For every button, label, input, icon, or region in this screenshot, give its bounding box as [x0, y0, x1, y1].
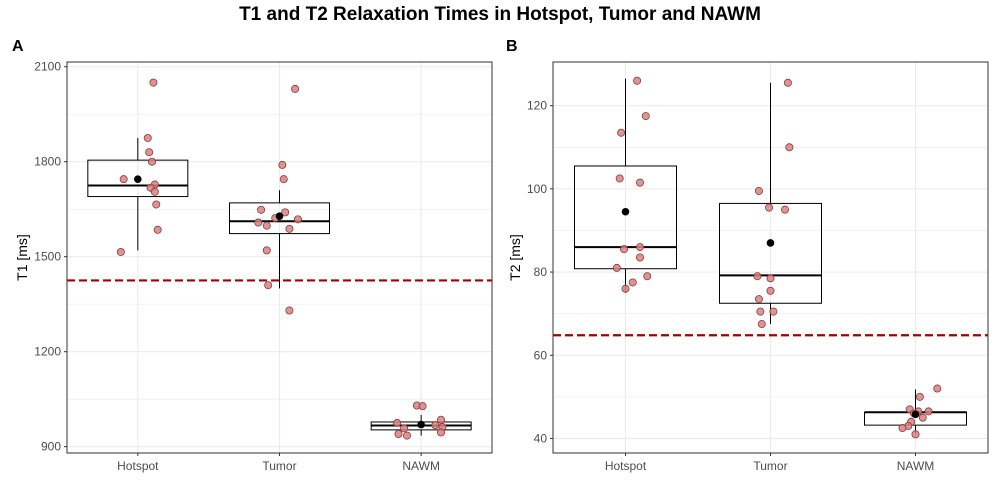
data-point: [147, 157, 156, 166]
data-point: [281, 208, 290, 217]
data-point: [262, 221, 271, 230]
data-point: [153, 225, 162, 234]
data-point: [264, 281, 273, 290]
data-point: [285, 306, 294, 315]
data-point: [911, 430, 920, 439]
data-point: [431, 421, 440, 430]
box-iqr: [229, 202, 330, 235]
data-point: [766, 274, 775, 283]
data-point: [643, 272, 652, 281]
data-point: [145, 148, 154, 157]
data-point: [918, 413, 927, 422]
data-point: [116, 247, 125, 256]
x-tick-label: Hotspot: [117, 459, 159, 473]
mean-marker: [417, 420, 425, 429]
data-point: [285, 224, 294, 233]
panel-label-a: A: [12, 38, 24, 55]
data-point: [293, 215, 302, 224]
x-tick-label: Tumor: [262, 459, 296, 473]
x-tick-label: Tumor: [753, 459, 787, 473]
data-point: [765, 203, 774, 212]
mean-marker: [621, 207, 630, 216]
data-point: [394, 430, 403, 439]
data-point: [636, 253, 645, 262]
data-point: [119, 175, 128, 184]
y-axis-title: T2 [ms]: [507, 234, 523, 281]
data-point: [641, 112, 650, 121]
data-point: [783, 78, 792, 87]
y-axis-title: T1 [ms]: [14, 234, 30, 281]
data-point: [636, 178, 645, 187]
mean-marker: [134, 175, 142, 183]
data-point: [620, 245, 629, 254]
panel-a: 900 1200 1500 1800 2100 Hotspot Tumor NAWM T1 [m…: [14, 60, 493, 473]
x-tick-label: NAWM: [402, 459, 440, 473]
data-point: [757, 320, 766, 329]
y-tick-label: 2100: [34, 60, 61, 74]
x-tick-label: NAWM: [897, 459, 935, 473]
data-point: [149, 78, 158, 87]
y-tick-label: 120: [527, 99, 547, 113]
data-point: [617, 128, 626, 137]
y-tick-label: 100: [527, 182, 547, 196]
y-tick-label: 1800: [34, 155, 61, 169]
chart-title: T1 and T2 Relaxation Times in Hotspot, T…: [239, 4, 761, 25]
data-point: [633, 76, 642, 85]
data-point: [402, 431, 411, 440]
data-point: [291, 84, 300, 93]
data-point: [152, 200, 161, 209]
data-point: [924, 407, 933, 416]
data-point: [933, 384, 942, 393]
data-point: [898, 424, 907, 433]
y-tick-label: 80: [534, 265, 548, 279]
panel-b: 40 60 80 100 120 Hotspot Tumor NAWM T2 [ms]: [507, 61, 989, 473]
data-point: [766, 286, 775, 295]
data-point: [150, 187, 159, 196]
mean-marker: [275, 212, 284, 220]
data-point: [400, 424, 409, 433]
data-point: [612, 263, 621, 272]
data-point: [278, 160, 287, 169]
y-tick-label: 1200: [34, 345, 61, 359]
data-point: [781, 205, 790, 214]
data-point: [393, 418, 402, 427]
data-point: [262, 246, 271, 255]
y-tick-label: 1500: [34, 250, 61, 264]
data-point: [769, 307, 778, 316]
y-tick-label: 40: [534, 431, 548, 445]
data-point: [915, 392, 924, 401]
data-point: [621, 284, 630, 293]
box-iqr: [87, 159, 189, 198]
data-point: [257, 205, 266, 214]
data-point: [615, 174, 624, 183]
x-tick-label: Hotspot: [605, 459, 647, 473]
box-iqr: [574, 165, 677, 270]
y-tick-label: 900: [41, 440, 61, 454]
box-iqr: [719, 202, 822, 304]
data-point: [754, 295, 763, 304]
data-point: [754, 186, 763, 195]
panel-label-b: B: [506, 38, 518, 55]
box-tumor: [229, 190, 330, 289]
data-point: [756, 307, 765, 316]
data-point: [254, 218, 263, 227]
data-point: [636, 243, 645, 252]
data-point: [436, 428, 445, 437]
mean-marker: [766, 239, 775, 247]
data-point: [785, 143, 794, 152]
data-point: [628, 278, 637, 287]
box-hotspot: [87, 137, 189, 251]
data-point: [753, 272, 762, 281]
data-point: [143, 133, 152, 142]
mean-marker: [911, 410, 920, 419]
y-tick-label: 60: [534, 348, 548, 362]
data-point: [279, 175, 288, 184]
data-point: [436, 415, 445, 424]
data-point: [418, 402, 427, 411]
